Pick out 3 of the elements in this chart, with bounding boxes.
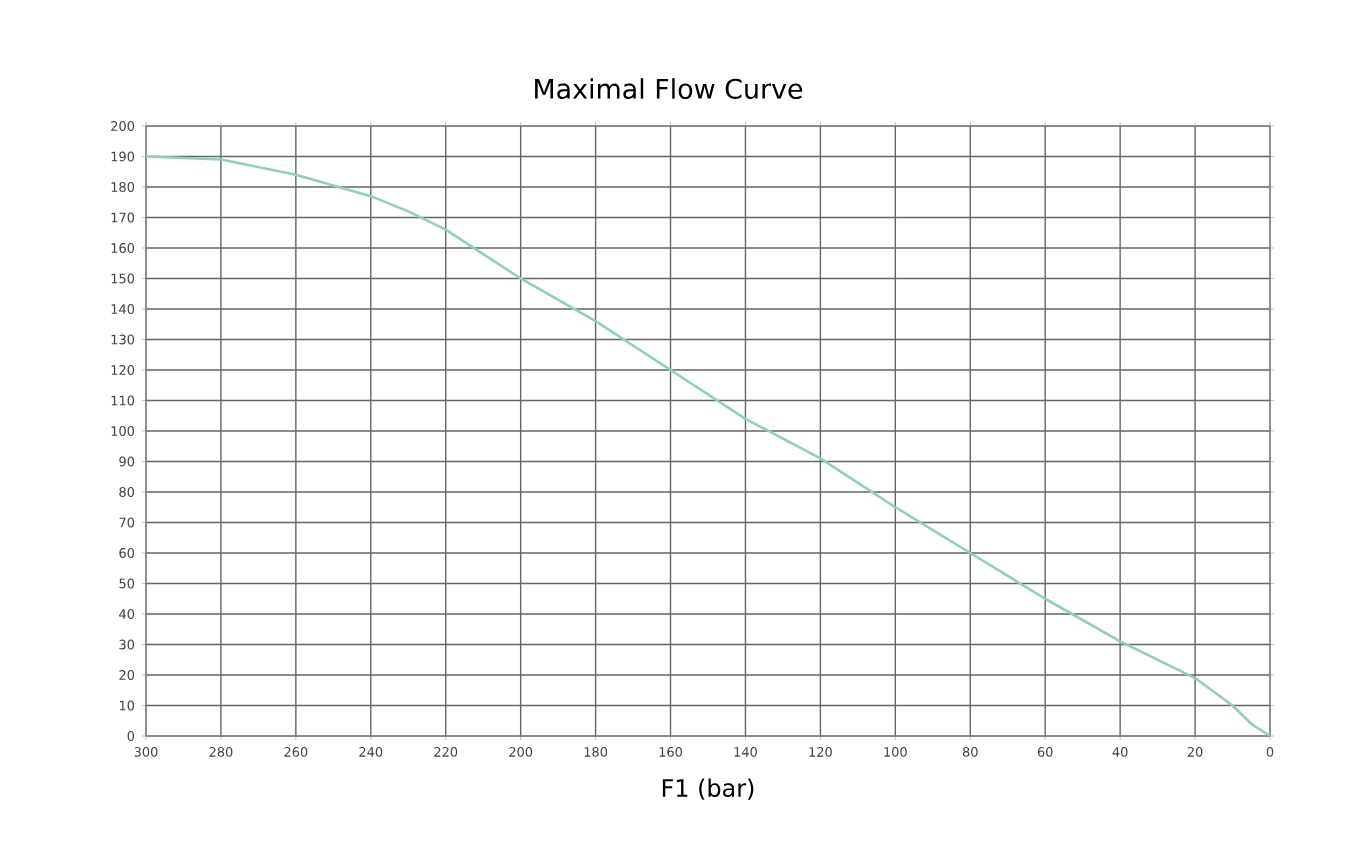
chart-title: Maximal Flow Curve [535,78,803,99]
line-series [145,155,1270,736]
x-axis-title: F1 (bar) [662,778,754,800]
